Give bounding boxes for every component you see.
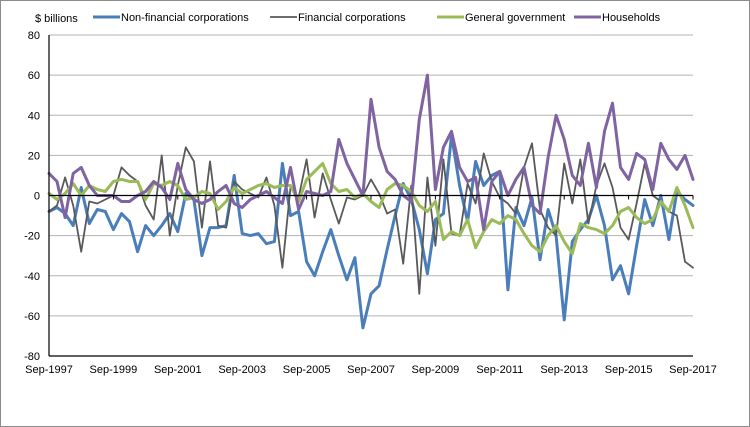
axes [48, 35, 694, 357]
x-tick-label: Sep-2015 [605, 364, 653, 376]
x-tick-label: Sep-2007 [347, 364, 395, 376]
x-tick-label: Sep-2011 [476, 364, 523, 376]
x-tick-label: Sep-2005 [283, 364, 331, 376]
y-axis-ticks: 80 60 40 20 0 -20 -40 -60 -80 [24, 30, 40, 363]
series-line-financial-corporations [48, 142, 694, 295]
series-line-non-financial-corporations [47, 133, 695, 330]
x-tick-label: Sep-2001 [154, 364, 202, 376]
x-tick-label: Sep-1999 [90, 364, 138, 376]
series-line-households [47, 73, 695, 232]
legend-label: Households [602, 12, 661, 24]
x-tick-label: Sep-2009 [412, 364, 460, 376]
gridlines [49, 34, 693, 317]
legend-label: Non-financial corporations [121, 12, 249, 24]
y-tick-label: 80 [28, 30, 40, 42]
x-axis-ticks: Sep-1997 Sep-1999 Sep-2001 Sep-2003 Sep-2005… [25, 364, 717, 376]
legend: Non-financial corporations Financial corp… [93, 12, 661, 24]
x-tick-label: Sep-2003 [218, 364, 266, 376]
series-lines [47, 73, 695, 330]
y-tick-label: -60 [24, 311, 40, 323]
y-tick-label: 60 [28, 70, 40, 82]
y-tick-label: -40 [24, 271, 40, 283]
x-tick-label: Sep-2013 [540, 364, 588, 376]
legend-label: General government [465, 12, 565, 24]
y-axis-label: $ billions [35, 13, 78, 25]
x-tick-label: Sep-1997 [25, 364, 73, 376]
y-tick-label: -80 [24, 351, 40, 363]
y-tick-label: 20 [28, 150, 40, 162]
legend-label: Financial corporations [298, 12, 406, 24]
series-line-general-government [47, 161, 695, 256]
y-tick-label: 0 [34, 191, 40, 203]
x-tick-label: Sep-2017 [669, 364, 717, 376]
y-tick-label: -20 [24, 231, 40, 243]
y-tick-label: 40 [28, 110, 40, 122]
